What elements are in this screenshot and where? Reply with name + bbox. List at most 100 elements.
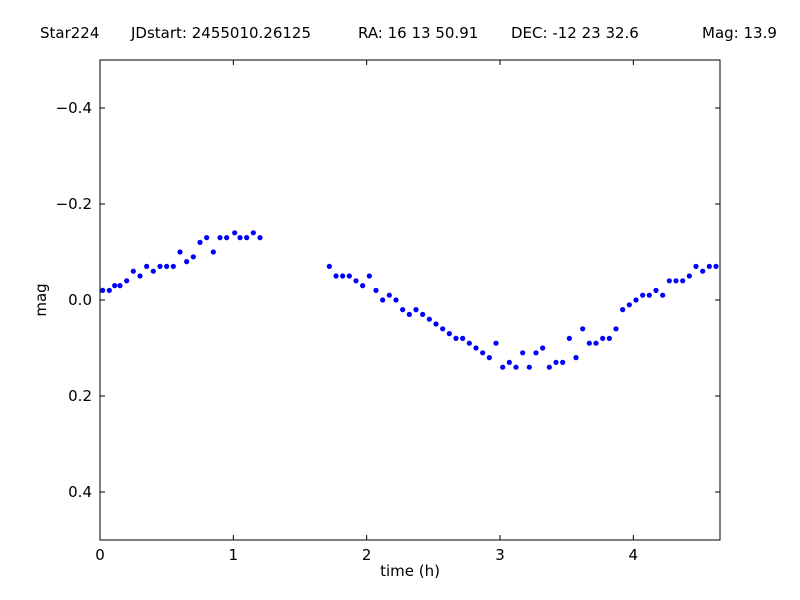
data-point (653, 287, 659, 293)
x-tick-label: 3 (495, 546, 505, 564)
data-point (117, 283, 123, 289)
ra-label: RA: 16 13 50.91 (358, 24, 479, 42)
data-point (713, 263, 719, 269)
dec-label: DEC: -12 23 32.6 (511, 24, 639, 42)
data-point (106, 287, 112, 293)
data-point (426, 316, 432, 322)
data-point (144, 263, 150, 269)
data-point (706, 263, 712, 269)
data-point (633, 297, 639, 303)
data-point (606, 335, 612, 341)
data-point (666, 278, 672, 284)
data-point (440, 326, 446, 332)
data-point (232, 230, 238, 236)
data-point (373, 287, 379, 293)
data-point (164, 263, 170, 269)
data-point (466, 340, 472, 346)
jdstart-label: JDstart: 2455010.26125 (131, 24, 312, 42)
data-point (386, 292, 392, 298)
plot-header: Star224 JDstart: 2455010.26125 RA: 16 13… (0, 0, 800, 60)
x-tick-label: 4 (629, 546, 639, 564)
data-point (520, 350, 526, 356)
data-point (244, 235, 250, 241)
data-point (366, 273, 372, 279)
x-axis-label: time (h) (380, 562, 440, 580)
data-point (480, 350, 486, 356)
data-point (197, 239, 203, 245)
data-point (326, 263, 332, 269)
data-point (204, 235, 210, 241)
data-point (217, 235, 223, 241)
mag-label: Mag: 13.9 (702, 24, 777, 42)
data-point (540, 345, 546, 351)
data-point (593, 340, 599, 346)
data-point (237, 235, 243, 241)
data-point (600, 335, 606, 341)
y-axis-label: mag (32, 283, 50, 316)
data-point (500, 364, 506, 370)
data-point (453, 335, 459, 341)
data-point (566, 335, 572, 341)
data-point (257, 235, 263, 241)
data-point (250, 230, 256, 236)
data-point (506, 359, 512, 365)
data-point (100, 287, 106, 293)
star-name: Star224 (40, 24, 100, 42)
data-point (157, 263, 163, 269)
data-point (124, 278, 130, 284)
data-point (626, 302, 632, 308)
data-point (526, 364, 532, 370)
data-point (533, 350, 539, 356)
data-point (380, 297, 386, 303)
data-point (686, 273, 692, 279)
data-point (333, 273, 339, 279)
data-point (406, 311, 412, 317)
data-point (170, 263, 176, 269)
y-tick-label: −0.4 (56, 99, 92, 117)
data-point (137, 273, 143, 279)
data-point (553, 359, 559, 365)
data-point (190, 254, 196, 260)
data-point (620, 307, 626, 313)
data-point (346, 273, 352, 279)
data-point (613, 326, 619, 332)
x-tick-label: 0 (95, 546, 105, 564)
data-point (640, 292, 646, 298)
data-point (400, 307, 406, 313)
data-point (420, 311, 426, 317)
data-point (493, 340, 499, 346)
data-point (353, 278, 359, 284)
data-point (446, 331, 452, 337)
data-point (646, 292, 652, 298)
data-point (224, 235, 230, 241)
data-point (473, 345, 479, 351)
data-point (546, 364, 552, 370)
x-tick-label: 2 (362, 546, 372, 564)
data-point (560, 359, 566, 365)
data-point (177, 249, 183, 255)
x-tick-label: 1 (229, 546, 239, 564)
data-point (460, 335, 466, 341)
data-points (100, 230, 719, 370)
data-point (360, 283, 366, 289)
plot-area (99, 59, 721, 541)
data-point (660, 292, 666, 298)
data-point (486, 355, 492, 361)
data-point (700, 268, 706, 274)
data-point (184, 259, 190, 265)
data-point (112, 283, 118, 289)
data-point (413, 307, 419, 313)
y-tick-label: 0.0 (68, 291, 92, 309)
data-point (393, 297, 399, 303)
y-tick-label: −0.2 (56, 195, 92, 213)
data-point (586, 340, 592, 346)
data-point (673, 278, 679, 284)
data-point (210, 249, 216, 255)
data-point (130, 268, 136, 274)
data-point (573, 355, 579, 361)
data-point (433, 321, 439, 327)
data-point (513, 364, 519, 370)
data-point (680, 278, 686, 284)
y-tick-label: 0.2 (68, 387, 92, 405)
